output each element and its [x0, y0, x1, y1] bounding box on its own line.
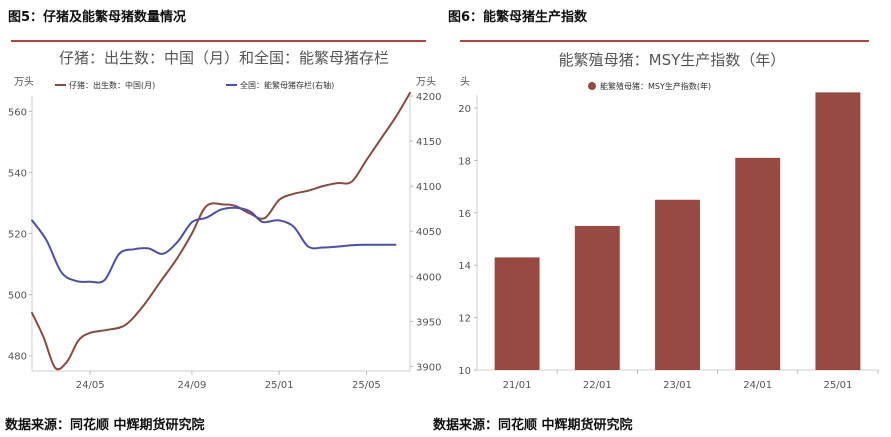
bar-x-tick-label: 22/01	[583, 380, 612, 391]
series-line-sow-inventory	[31, 206, 397, 284]
bar-y-tick-label: 14	[458, 261, 471, 272]
right-y-tick-label: 4100	[416, 182, 441, 193]
bar-y-tick-label: 12	[458, 314, 471, 325]
right-y-tick-label: 4150	[416, 137, 441, 148]
figure-5-label: 图5：仔猪及能繁母猪数量情况	[8, 10, 187, 25]
left-axis-unit: 万头	[14, 76, 34, 88]
right-y-tick-label: 4050	[416, 227, 441, 238]
x-tick-label: 24/09	[178, 380, 207, 391]
bar-legend-marker	[588, 82, 596, 90]
bar-y-tick-label: 10	[458, 366, 471, 377]
left-y-tick-label: 560	[8, 107, 27, 118]
bar-x-tick-label: 24/01	[743, 380, 772, 391]
bar	[574, 225, 620, 370]
right-axis-unit: 万头	[416, 76, 436, 88]
x-tick-label: 25/01	[265, 380, 294, 391]
right-y-tick-label: 4000	[416, 272, 441, 283]
bar-chart-title: 能繁殖母猪：MSY生产指数（年）	[559, 51, 786, 69]
legend-label-piglet: 仔猪：出生数：中国(月)	[69, 80, 155, 90]
right-source-note: 数据来源：同花顺 中辉期货研究院	[433, 418, 633, 433]
right-divider-rule	[460, 40, 869, 42]
x-tick-label: 24/05	[76, 380, 105, 391]
right-y-ticks: 3900 3950 4000 4050 4100 4150 4200	[410, 92, 441, 373]
bar	[735, 157, 781, 370]
left-y-tick-label: 500	[8, 291, 27, 302]
bar	[655, 199, 700, 370]
bar-x-tick-label: 25/01	[823, 380, 852, 391]
bar	[815, 92, 861, 370]
bar-chart: 能繁殖母猪：MSY生产指数（年） 头 能繁殖母猪：MSY生产指数(年) 10 12…	[458, 51, 879, 391]
left-y-ticks: 480 500 520 540 560	[8, 107, 32, 363]
bars	[494, 92, 861, 370]
x-tick-label: 25/05	[352, 380, 381, 391]
bar-y-tick-label: 16	[458, 209, 471, 220]
bar-y-axis-unit: 头	[460, 76, 470, 88]
left-divider-rule	[11, 40, 426, 42]
bar-x-tick-label: 21/01	[503, 380, 532, 391]
bar-y-ticks: 10 12 14 16 18 20	[458, 104, 477, 377]
bar-x-ticks: 21/01 22/01 23/01 24/01 25/01	[503, 370, 879, 391]
right-y-tick-label: 3900	[416, 362, 441, 373]
bar-legend-label: 能繁殖母猪：MSY生产指数(年)	[600, 81, 711, 91]
series-lines	[31, 91, 411, 371]
series-line-piglet-births	[31, 91, 411, 371]
line-chart-title: 仔猪：出生数：中国（月）和全国：能繁母猪存栏	[59, 49, 389, 67]
left-y-tick-label: 520	[8, 230, 27, 241]
legend-label-sow: 全国：能繁母猪存栏(右轴)	[240, 80, 334, 90]
bar-y-tick-label: 20	[458, 104, 471, 115]
left-y-tick-label: 480	[8, 352, 27, 363]
line-chart: 仔猪：出生数：中国（月）和全国：能繁母猪存栏 万头 万头 仔猪：出生数：中国(月…	[8, 49, 442, 391]
right-y-tick-label: 4200	[416, 92, 441, 103]
bar-y-tick-label: 18	[458, 156, 471, 167]
right-y-tick-label: 3950	[416, 317, 441, 328]
left-y-tick-label: 540	[8, 168, 27, 179]
x-ticks: 24/05 24/09 25/01 25/05	[76, 371, 381, 391]
bar-x-tick-label: 23/01	[663, 380, 692, 391]
bar	[494, 257, 540, 370]
left-source-note: 数据来源：同花顺 中辉期货研究院	[5, 418, 205, 433]
figure-6-label: 图6：能繁母猪生产指数	[448, 10, 588, 25]
